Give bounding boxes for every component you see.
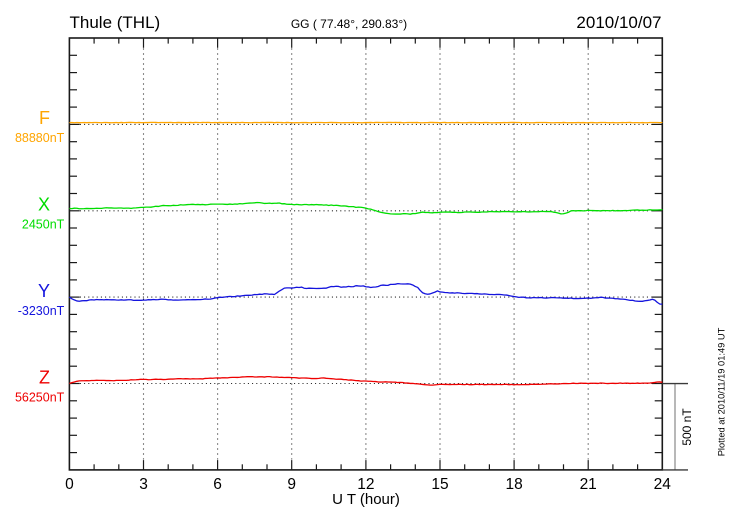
svg-text:0: 0 — [65, 476, 74, 493]
svg-text:15: 15 — [431, 476, 448, 493]
svg-text:3: 3 — [139, 476, 148, 493]
svg-text:Z: Z — [39, 367, 50, 387]
svg-text:9: 9 — [287, 476, 296, 493]
svg-text:6: 6 — [213, 476, 222, 493]
svg-text:Thule (THL): Thule (THL) — [70, 13, 161, 32]
svg-text:500 nT: 500 nT — [680, 408, 694, 446]
svg-text:18: 18 — [505, 476, 522, 493]
svg-text:GG ( 77.48°, 290.83°): GG ( 77.48°, 290.83°) — [291, 17, 407, 31]
svg-text:Plotted at 2010/11/19 01:49 UT: Plotted at 2010/11/19 01:49 UT — [717, 327, 727, 456]
svg-text:X: X — [38, 195, 50, 215]
svg-text:88880nT: 88880nT — [15, 131, 65, 145]
svg-text:2450nT: 2450nT — [22, 218, 65, 232]
svg-text:24: 24 — [654, 476, 672, 493]
svg-text:-3230nT: -3230nT — [18, 304, 65, 318]
svg-text:U T (hour): U T (hour) — [332, 491, 400, 508]
svg-text:Y: Y — [38, 281, 50, 301]
svg-text:F: F — [39, 108, 50, 128]
svg-text:2010/10/07: 2010/10/07 — [576, 13, 661, 32]
svg-text:21: 21 — [580, 476, 597, 493]
svg-text:56250nT: 56250nT — [15, 390, 65, 404]
svg-text:12: 12 — [357, 476, 374, 493]
